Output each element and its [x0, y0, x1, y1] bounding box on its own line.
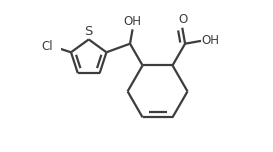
Text: S: S — [85, 25, 93, 38]
Text: OH: OH — [202, 34, 220, 47]
Text: O: O — [179, 14, 188, 26]
Text: OH: OH — [124, 15, 142, 28]
Text: Cl: Cl — [41, 40, 53, 53]
